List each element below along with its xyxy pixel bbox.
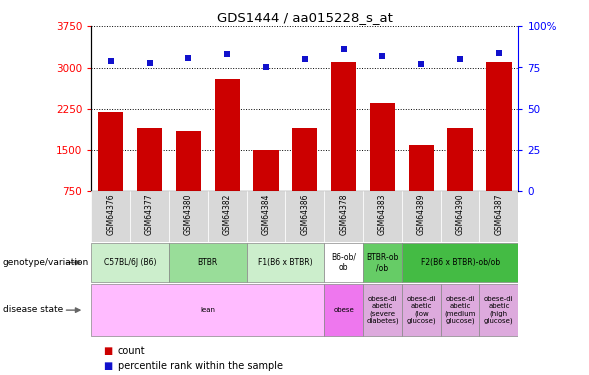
Text: GSM64376: GSM64376 bbox=[106, 194, 115, 236]
Bar bbox=[208, 191, 247, 242]
Text: GSM64387: GSM64387 bbox=[494, 194, 504, 235]
Bar bbox=[448, 128, 473, 191]
Bar bbox=[247, 191, 286, 242]
Text: F2(B6 x BTBR)-ob/ob: F2(B6 x BTBR)-ob/ob bbox=[421, 258, 499, 267]
Text: obese-di
abetic
(low
glucose): obese-di abetic (low glucose) bbox=[406, 296, 436, 324]
Bar bbox=[169, 191, 208, 242]
Bar bbox=[441, 284, 479, 336]
Bar bbox=[479, 284, 518, 336]
Bar bbox=[247, 243, 324, 282]
Bar bbox=[324, 284, 363, 336]
Text: lean: lean bbox=[200, 308, 215, 314]
Bar bbox=[487, 62, 511, 191]
Text: F1(B6 x BTBR): F1(B6 x BTBR) bbox=[258, 258, 313, 267]
Bar bbox=[402, 191, 441, 242]
Bar bbox=[363, 284, 402, 336]
Bar bbox=[130, 191, 169, 242]
Text: GSM64390: GSM64390 bbox=[455, 194, 465, 236]
Title: GDS1444 / aa015228_s_at: GDS1444 / aa015228_s_at bbox=[217, 11, 393, 24]
Text: GSM64384: GSM64384 bbox=[262, 194, 270, 235]
Bar bbox=[363, 191, 402, 242]
Text: percentile rank within the sample: percentile rank within the sample bbox=[118, 361, 283, 370]
Bar bbox=[331, 62, 356, 191]
Bar bbox=[402, 243, 518, 282]
Bar bbox=[253, 150, 279, 191]
Text: obese-di
abetic
(severe
diabetes): obese-di abetic (severe diabetes) bbox=[366, 296, 399, 324]
Text: obese: obese bbox=[333, 308, 354, 314]
Text: GSM64383: GSM64383 bbox=[378, 194, 387, 235]
Text: disease state: disease state bbox=[3, 305, 63, 314]
Text: count: count bbox=[118, 346, 145, 355]
Text: B6-ob/
ob: B6-ob/ ob bbox=[331, 253, 356, 272]
Bar bbox=[214, 78, 240, 191]
Bar bbox=[324, 191, 363, 242]
Text: C57BL/6J (B6): C57BL/6J (B6) bbox=[104, 258, 156, 267]
Text: genotype/variation: genotype/variation bbox=[3, 258, 89, 267]
Bar bbox=[286, 191, 324, 242]
Bar bbox=[91, 191, 130, 242]
Bar bbox=[176, 131, 201, 191]
Bar bbox=[441, 191, 479, 242]
Bar bbox=[292, 128, 317, 191]
Bar bbox=[324, 243, 363, 282]
Bar bbox=[169, 243, 247, 282]
Bar bbox=[402, 284, 441, 336]
Bar bbox=[91, 284, 324, 336]
Bar bbox=[91, 243, 169, 282]
Bar bbox=[409, 144, 434, 191]
Text: obese-di
abetic
(medium
glucose): obese-di abetic (medium glucose) bbox=[445, 296, 476, 324]
Bar bbox=[137, 128, 162, 191]
Bar bbox=[479, 191, 518, 242]
Bar bbox=[370, 103, 395, 191]
Text: GSM64377: GSM64377 bbox=[145, 194, 154, 236]
Text: ■: ■ bbox=[103, 346, 112, 355]
Text: GSM64378: GSM64378 bbox=[339, 194, 348, 235]
Text: BTBR-ob
/ob: BTBR-ob /ob bbox=[366, 253, 399, 272]
Text: GSM64382: GSM64382 bbox=[223, 194, 231, 235]
Bar bbox=[363, 243, 402, 282]
Text: GSM64386: GSM64386 bbox=[300, 194, 309, 235]
Text: ■: ■ bbox=[103, 361, 112, 370]
Text: GSM64389: GSM64389 bbox=[417, 194, 426, 235]
Text: BTBR: BTBR bbox=[198, 258, 218, 267]
Text: GSM64380: GSM64380 bbox=[184, 194, 193, 235]
Bar bbox=[98, 111, 123, 191]
Text: obese-di
abetic
(high
glucose): obese-di abetic (high glucose) bbox=[484, 296, 514, 324]
